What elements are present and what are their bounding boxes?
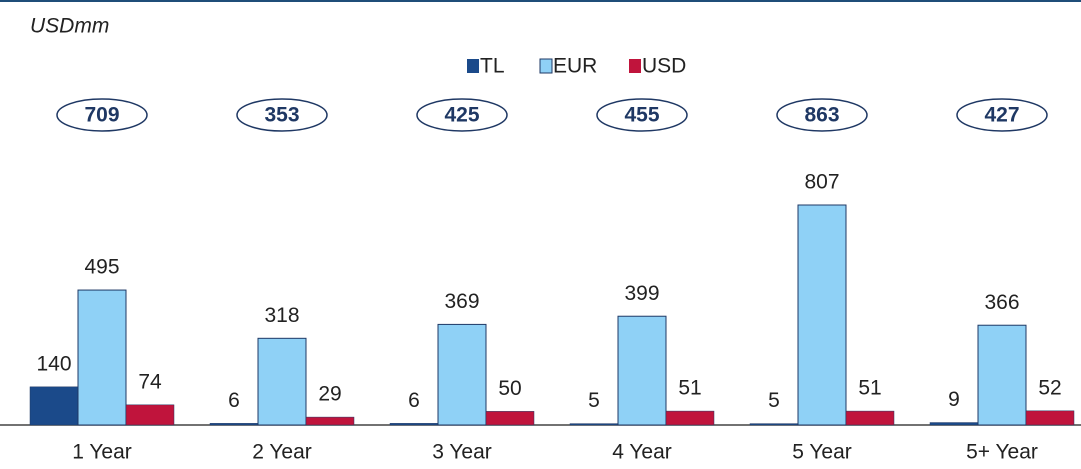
- legend-swatch: [539, 58, 553, 74]
- value-label: 29: [318, 383, 341, 406]
- legend-swatch: [467, 59, 479, 73]
- total-label: 455: [624, 104, 659, 127]
- value-label: 369: [444, 290, 479, 313]
- total-label: 425: [444, 104, 479, 127]
- total-label: 709: [84, 104, 119, 127]
- value-label: 495: [84, 256, 119, 279]
- total-label: 863: [804, 104, 839, 127]
- total-oval: [236, 98, 328, 132]
- bar: [485, 411, 535, 426]
- value-label: 51: [858, 377, 881, 400]
- total-oval: [596, 98, 688, 132]
- total-label: 427: [984, 104, 1019, 127]
- bar: [77, 289, 127, 426]
- legend-swatch: [629, 59, 641, 73]
- bar: [305, 416, 355, 426]
- x-tick-label: 3 Year: [432, 441, 492, 464]
- legend-label: EUR: [553, 55, 597, 78]
- value-label: 5: [588, 389, 600, 412]
- bar: [845, 410, 895, 426]
- x-tick-label: 4 Year: [612, 441, 672, 464]
- bar: [1025, 410, 1075, 426]
- x-tick-label: 5+ Year: [966, 441, 1038, 464]
- bar: [257, 337, 307, 426]
- x-tick-label: 5 Year: [792, 441, 852, 464]
- value-label: 50: [498, 377, 521, 400]
- value-label: 318: [264, 304, 299, 327]
- value-label: 9: [948, 388, 960, 411]
- bar: [437, 323, 487, 426]
- value-label: 807: [804, 171, 839, 194]
- bar: [125, 404, 175, 426]
- value-label: 399: [624, 282, 659, 305]
- bar: [749, 423, 799, 426]
- bar: [569, 423, 619, 426]
- chart-subtitle: USDmm: [30, 15, 109, 38]
- legend-label: TL: [480, 55, 505, 78]
- bar: [665, 410, 715, 426]
- bar: [929, 422, 979, 426]
- value-label: 74: [138, 370, 162, 393]
- value-label: 6: [408, 389, 420, 412]
- x-tick-label: 1 Year: [72, 441, 132, 464]
- total-oval: [776, 98, 868, 132]
- total-label: 353: [264, 104, 299, 127]
- bar: [977, 324, 1027, 426]
- bar: [389, 423, 439, 426]
- bar: [29, 386, 79, 426]
- value-label: 52: [1038, 376, 1061, 399]
- total-oval: [56, 98, 148, 132]
- value-label: 140: [36, 352, 71, 375]
- bar: [617, 315, 667, 426]
- bar: [209, 423, 259, 426]
- value-label: 51: [678, 377, 701, 400]
- value-label: 6: [228, 389, 240, 412]
- value-label: 366: [984, 291, 1019, 314]
- legend-label: USD: [642, 55, 686, 78]
- x-tick-label: 2 Year: [252, 441, 312, 464]
- total-oval: [416, 98, 508, 132]
- total-oval: [956, 98, 1048, 132]
- bar: [797, 204, 847, 426]
- value-label: 5: [768, 389, 780, 412]
